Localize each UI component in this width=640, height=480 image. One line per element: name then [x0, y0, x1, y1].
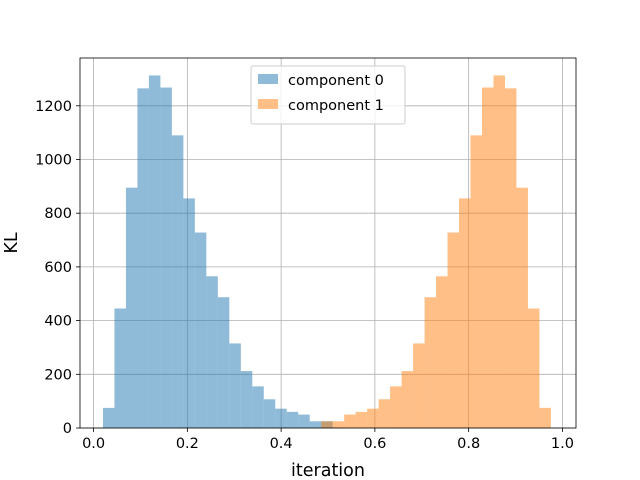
- bar-component-1: [367, 408, 379, 428]
- y-tick-label: 1200: [35, 99, 72, 115]
- bar-component-1: [355, 411, 368, 428]
- bar-component-0: [114, 308, 126, 428]
- bar-component-1: [516, 187, 528, 428]
- x-tick-label: 1.0: [551, 436, 574, 452]
- bar-component-1: [539, 407, 551, 428]
- bar-component-1: [482, 87, 494, 429]
- bar-component-0: [263, 399, 276, 428]
- bar-component-0: [298, 414, 310, 428]
- bar-component-1: [493, 75, 505, 429]
- bar-component-0: [183, 198, 195, 428]
- bar-component-1: [390, 386, 402, 428]
- y-tick-label: 400: [44, 314, 72, 330]
- x-tick-label: 0.6: [363, 436, 386, 452]
- bar-component-1: [332, 421, 345, 428]
- y-tick-label: 0: [63, 421, 72, 437]
- bar-component-0: [240, 371, 253, 428]
- bar-component-1: [504, 88, 517, 429]
- bar-component-1: [378, 399, 391, 428]
- histogram-bars: [102, 75, 551, 429]
- bar-component-1: [527, 308, 540, 428]
- bar-component-1: [321, 421, 333, 428]
- legend-label-component-1: component 1: [288, 98, 384, 114]
- x-tick-label: 0.8: [457, 436, 480, 452]
- bar-component-0: [275, 408, 287, 428]
- bar-component-0: [206, 276, 218, 428]
- bar-component-0: [137, 88, 149, 429]
- bar-component-0: [171, 135, 184, 428]
- y-tick-label: 800: [44, 206, 72, 222]
- bar-component-0: [252, 386, 264, 428]
- bar-component-0: [125, 187, 138, 428]
- bar-component-0: [286, 411, 299, 428]
- bar-component-1: [424, 297, 437, 428]
- bar-component-0: [102, 407, 115, 428]
- bar-component-0: [229, 343, 241, 428]
- plot-area-frame: [79, 57, 577, 429]
- bar-component-1: [459, 198, 471, 428]
- y-axis-label: KL: [2, 232, 22, 253]
- bar-component-0: [194, 232, 207, 428]
- x-tick-label: 0.2: [176, 436, 199, 452]
- y-tick-label: 1000: [35, 152, 72, 168]
- legend-box: [250, 65, 406, 125]
- y-tick-label: 600: [44, 260, 72, 276]
- x-axis-label: iteration: [291, 461, 365, 480]
- bar-component-1: [413, 343, 425, 428]
- x-tick-label: 0.4: [270, 436, 293, 452]
- legend: component 0 component 1: [250, 65, 406, 125]
- bar-component-0: [160, 87, 172, 429]
- x-tick-label: 0.0: [82, 436, 105, 452]
- bar-component-1: [470, 135, 483, 428]
- bar-component-0: [217, 297, 230, 428]
- axis-ticks: 0.0 0.2 0.4 0.6 0.8 1.0 0 200 400 600 800 1000 1200: [35, 99, 574, 452]
- legend-swatch-component-0: [258, 74, 278, 84]
- y-tick-label: 200: [44, 367, 72, 383]
- legend-label-component-0: component 0: [288, 73, 384, 89]
- bar-component-0: [148, 75, 161, 429]
- bar-component-0: [309, 421, 322, 428]
- bar-component-1: [401, 371, 414, 428]
- bar-component-1: [344, 414, 356, 428]
- bar-component-1: [436, 276, 448, 428]
- legend-swatch-component-1: [258, 99, 278, 109]
- bar-component-1: [447, 232, 460, 428]
